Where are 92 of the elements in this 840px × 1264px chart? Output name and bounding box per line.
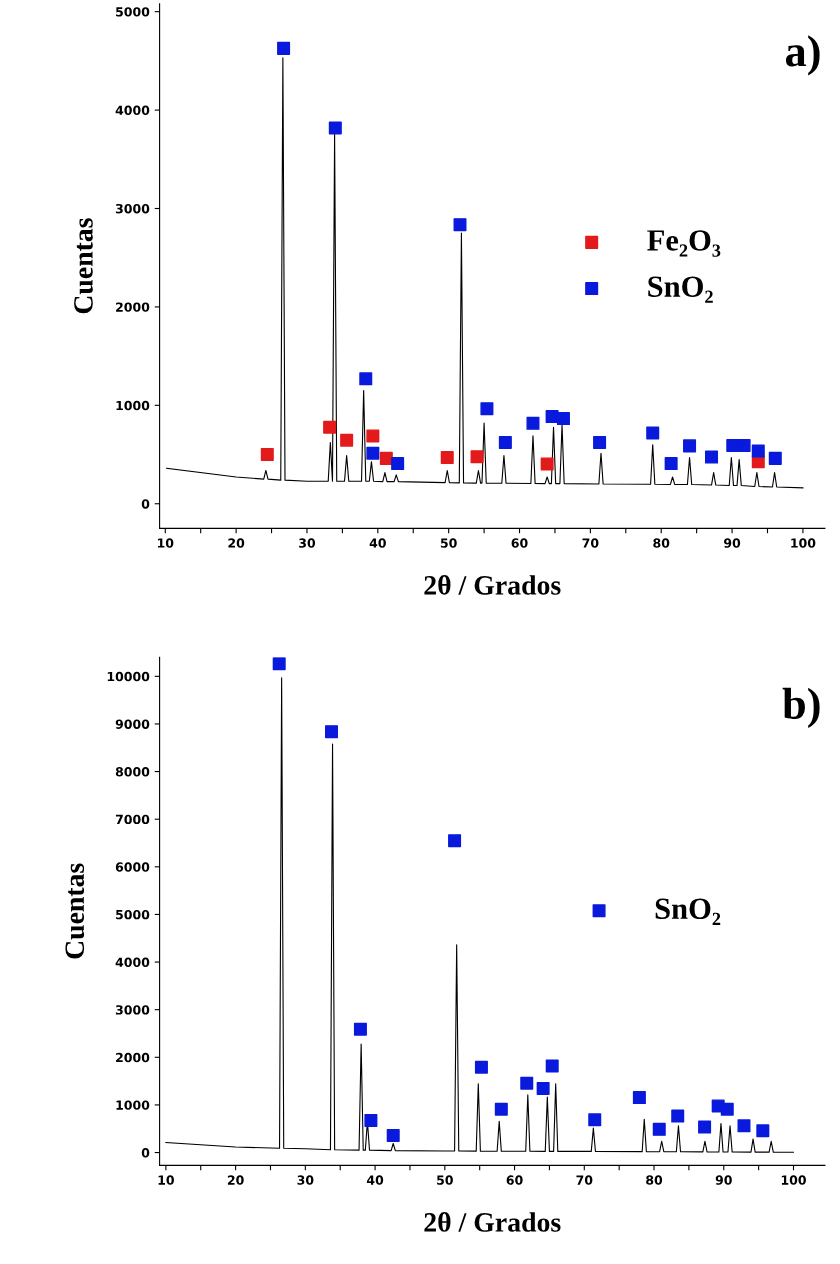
- point: [366, 429, 380, 443]
- point: [277, 41, 291, 55]
- point: [324, 725, 339, 739]
- point: [698, 1120, 712, 1134]
- y-axis-title: Cuentas: [65, 863, 85, 959]
- legend-label: Fe₂O₃: [647, 230, 721, 257]
- y-tick-label: 8000: [115, 767, 150, 777]
- x-tick-label: 30: [299, 538, 316, 548]
- point: [751, 444, 765, 458]
- point: [494, 1102, 508, 1116]
- x-tick-label: 90: [724, 538, 741, 548]
- x-tick-label: 70: [582, 538, 599, 548]
- x-tick-label: 70: [576, 1175, 593, 1185]
- point: [359, 372, 373, 386]
- x-tick-label: 40: [369, 538, 386, 548]
- x-tick-label: 10: [157, 538, 174, 548]
- point: [646, 426, 660, 440]
- x-tick-label: 30: [297, 1175, 314, 1185]
- point: [353, 1022, 367, 1036]
- x-tick-label: 80: [653, 538, 670, 548]
- y-tick-label: 0: [141, 1148, 150, 1158]
- y-tick-label: 2000: [116, 1052, 150, 1063]
- point: [364, 1113, 378, 1128]
- y-tick-label: 2000: [116, 302, 150, 312]
- point: [260, 448, 274, 462]
- x-tick-label: 60: [511, 538, 528, 548]
- legend-label: SnO₂: [655, 898, 721, 925]
- annotation: a): [785, 35, 820, 76]
- point: [545, 1059, 559, 1073]
- x-tick-label: 100: [791, 538, 816, 548]
- y-tick-label: 1000: [116, 400, 150, 411]
- point: [474, 1060, 488, 1074]
- point: [498, 435, 512, 449]
- x-tick-label: 100: [781, 1175, 806, 1185]
- point: [526, 416, 540, 430]
- point: [556, 412, 570, 426]
- point: [323, 420, 337, 434]
- x-tick-label: 20: [227, 1175, 244, 1185]
- point: [737, 1119, 751, 1133]
- point: [737, 438, 751, 452]
- x-tick-label: 10: [158, 1175, 174, 1185]
- point: [540, 457, 554, 471]
- legend-label: SnO₂: [648, 276, 713, 303]
- point: [683, 439, 697, 453]
- point: [632, 1091, 646, 1105]
- x-axis-title: 2θ / Grados: [424, 575, 561, 595]
- x-tick-label: 90: [715, 1175, 732, 1185]
- point: [536, 1081, 550, 1095]
- point: [391, 457, 405, 471]
- x-tick-label: 80: [646, 1175, 663, 1185]
- y-tick-label: 4000: [115, 105, 150, 116]
- point: [664, 457, 678, 471]
- point: [593, 435, 607, 449]
- y-tick-label: 3000: [115, 203, 150, 214]
- point: [366, 446, 380, 460]
- point: [768, 451, 782, 465]
- y-tick-label: 6000: [115, 862, 150, 872]
- point: [726, 438, 740, 452]
- point: [520, 1076, 534, 1090]
- point: [340, 433, 354, 447]
- point: [453, 218, 467, 232]
- point: [720, 1102, 734, 1116]
- annotation: b): [782, 687, 820, 729]
- point: [328, 121, 342, 135]
- point: [671, 1109, 685, 1123]
- x-tick-label: 50: [437, 1175, 453, 1185]
- point: [652, 1122, 666, 1136]
- point: [470, 450, 484, 464]
- point: [272, 657, 286, 671]
- point: [705, 450, 719, 464]
- point: [588, 1113, 602, 1127]
- point: [756, 1124, 770, 1138]
- x-tick-label: 40: [366, 1175, 384, 1185]
- y-tick-label: 9000: [115, 719, 150, 729]
- point: [448, 834, 462, 848]
- x-tick-label: 60: [506, 1175, 523, 1185]
- y-tick-label: 3000: [115, 1005, 150, 1015]
- y-tick-label: 10000: [107, 671, 150, 682]
- x-tick-label: 20: [228, 538, 245, 548]
- point: [480, 402, 494, 416]
- x-axis-title: 2θ / Grados: [424, 1212, 561, 1232]
- point: [386, 1128, 400, 1143]
- y-tick-label: 4000: [115, 957, 150, 967]
- y-tick-label: 5000: [116, 7, 150, 17]
- y-axis-title: Cuentas: [74, 218, 93, 314]
- y-tick-label: 0: [141, 499, 150, 509]
- x-tick-label: 50: [440, 538, 457, 548]
- point: [379, 451, 393, 465]
- y-tick-label: 1000: [116, 1100, 150, 1110]
- y-tick-label: 7000: [115, 814, 150, 825]
- point: [440, 450, 454, 464]
- y-tick-label: 5000: [116, 909, 150, 920]
